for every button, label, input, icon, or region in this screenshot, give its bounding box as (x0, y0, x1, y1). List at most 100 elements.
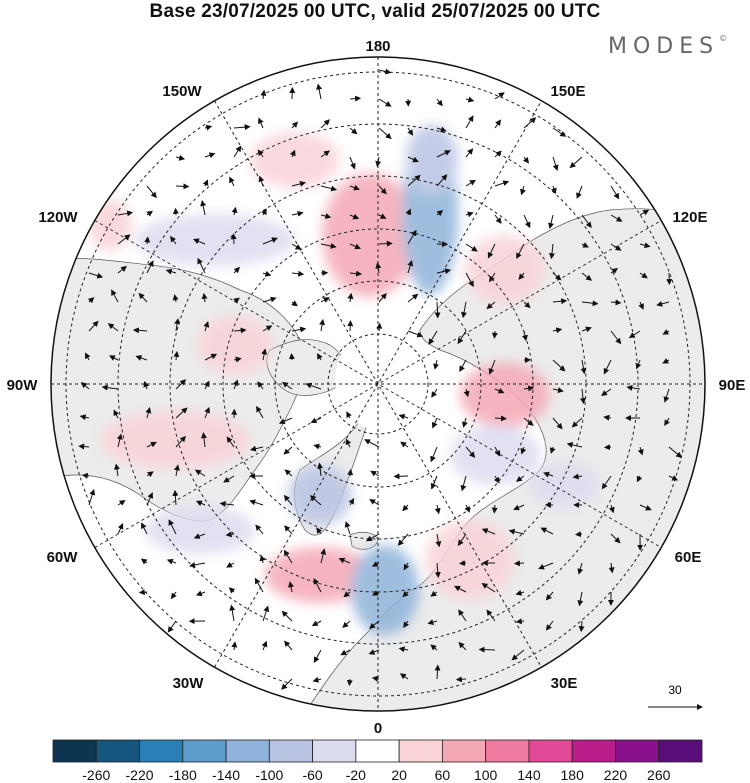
wind-arrow (550, 185, 557, 195)
wind-arrow (434, 562, 441, 579)
wind-arrow (436, 174, 448, 187)
wind-arrow (175, 407, 188, 419)
map-disk (51, 57, 705, 711)
wind-arrow (229, 176, 235, 187)
colorbar-swatch (571, 739, 616, 763)
wind-arrow (87, 297, 95, 304)
wind-arrow (368, 649, 380, 655)
wind-arrow (402, 504, 409, 512)
wind-arrow (291, 326, 307, 333)
wind-arrow (313, 578, 322, 593)
wind-arrow (175, 154, 186, 161)
wind-arrow (200, 432, 207, 448)
wind-arrow (523, 301, 531, 309)
wind-arrow (194, 469, 206, 477)
wind-arrow (460, 475, 467, 492)
wind-arrow (88, 488, 96, 506)
wind-arrow (278, 417, 293, 425)
lon-label-180: 180 (365, 38, 390, 55)
wind-arrow (454, 585, 467, 593)
lon-label-150e: 150E (550, 83, 585, 100)
wind-arrow (494, 415, 507, 422)
wind-arrow (197, 257, 206, 274)
wind-arrow (435, 533, 442, 548)
wind-arrow (375, 262, 382, 274)
wind-arrow (204, 124, 213, 131)
wind-arrow (226, 436, 235, 448)
wind-arrow (465, 96, 475, 103)
map-border (50, 56, 706, 712)
wind-arrow (195, 590, 206, 597)
wind-arrow (465, 148, 474, 158)
wind-arrow (203, 321, 210, 332)
wind-arrow (608, 562, 615, 574)
wind-arrow (493, 475, 500, 484)
wind-arrow (487, 243, 496, 259)
wind-arrow (569, 156, 583, 169)
wind-arrow (540, 527, 554, 535)
wind-arrow (233, 266, 240, 274)
wind-arrow (174, 464, 180, 477)
colorbar-swatch (225, 739, 270, 763)
wind-arrow (258, 175, 265, 187)
wind-arrow (262, 296, 277, 303)
wind-arrow (173, 350, 180, 361)
wind-arrow (338, 557, 351, 564)
wind-arrow (522, 330, 528, 342)
wind-arrow (249, 499, 264, 506)
colorbar-swatch (485, 739, 530, 763)
wind-arrow (262, 605, 270, 622)
wind-arrow (233, 356, 242, 363)
lon-label-120e: 120E (672, 209, 707, 226)
wind-arrow (552, 417, 563, 430)
wind-arrow (603, 359, 612, 375)
wind-arrow (79, 414, 90, 421)
wind-arrow (230, 233, 237, 245)
wind-arrow (232, 379, 239, 390)
anomaly-negative (288, 465, 352, 525)
wind-arrow (255, 524, 264, 535)
wind-arrow (349, 127, 358, 135)
wind-arrow (578, 620, 585, 633)
wind-arrow (289, 149, 296, 158)
wind-arrow (513, 504, 525, 511)
wind-arrow (170, 235, 177, 245)
wind-arrow (109, 355, 119, 361)
wind-arrow (639, 242, 651, 249)
colorbar-label: 260 (647, 767, 671, 783)
wind-arrow (231, 206, 238, 216)
wind-arrow (581, 326, 592, 333)
wind-arrow (432, 417, 438, 429)
wind-arrow (189, 561, 206, 568)
wind-arrow (427, 619, 438, 625)
wind-arrow (204, 353, 218, 361)
wind-arrow (117, 265, 127, 274)
wind-arrow (310, 417, 322, 424)
wind-arrow (430, 644, 438, 651)
wind-arrow (168, 519, 177, 535)
wind-arrow (223, 475, 235, 483)
colorbar-label: 220 (604, 767, 628, 783)
wind-arrow (610, 533, 621, 544)
wind-arrow (571, 417, 583, 428)
wind-arrow (195, 500, 206, 507)
wind-arrow (311, 620, 322, 627)
wind-arrow (610, 330, 622, 345)
wind-arrow (284, 469, 293, 477)
wind-arrow (516, 243, 525, 259)
wind-arrow (376, 322, 383, 332)
wind-arrow (378, 240, 393, 247)
colorbar-label: -180 (169, 767, 197, 783)
wind-arrow (146, 441, 157, 448)
colorbar-swatch (398, 739, 443, 763)
wind-arrow (347, 468, 354, 477)
wind-arrow (166, 558, 177, 565)
wind-arrow (281, 381, 293, 390)
wind-arrow (344, 521, 351, 535)
wind-arrow (111, 289, 119, 303)
wind-arrow (175, 435, 186, 448)
wind-arrow (375, 156, 382, 168)
brand-name: MODES (608, 34, 720, 59)
reference-vector-label: 30 (668, 683, 682, 697)
wind-arrow (233, 297, 240, 304)
